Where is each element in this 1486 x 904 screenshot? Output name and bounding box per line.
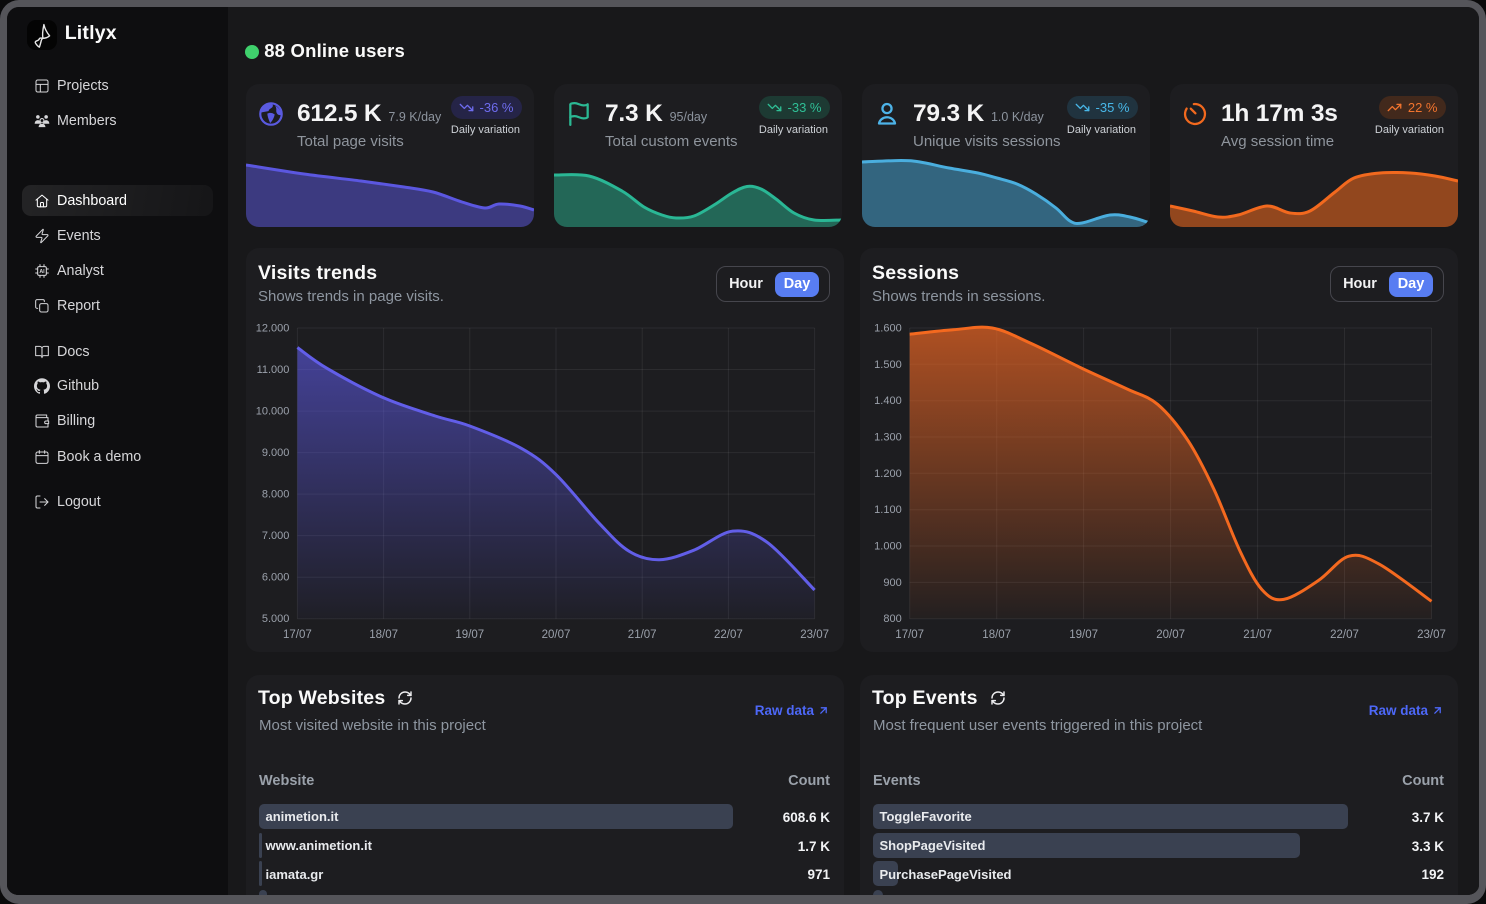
- svg-text:1.200: 1.200: [874, 468, 902, 480]
- svg-text:AI: AI: [39, 269, 45, 275]
- svg-text:21/07: 21/07: [628, 629, 657, 641]
- svg-text:7.000: 7.000: [262, 530, 290, 542]
- svg-text:6.000: 6.000: [262, 572, 290, 584]
- svg-text:19/07: 19/07: [1069, 629, 1098, 641]
- svg-text:18/07: 18/07: [369, 629, 398, 641]
- svg-text:11.000: 11.000: [257, 364, 290, 376]
- svg-text:20/07: 20/07: [542, 629, 571, 641]
- svg-text:900: 900: [883, 577, 901, 589]
- svg-text:12.000: 12.000: [256, 323, 290, 335]
- svg-text:1.000: 1.000: [874, 541, 902, 553]
- svg-text:5.000: 5.000: [262, 613, 290, 625]
- svg-text:1.300: 1.300: [874, 432, 902, 444]
- svg-text:1.500: 1.500: [874, 359, 902, 371]
- svg-text:18/07: 18/07: [982, 629, 1011, 641]
- svg-text:19/07: 19/07: [455, 629, 484, 641]
- svg-text:17/07: 17/07: [283, 629, 312, 641]
- svg-text:21/07: 21/07: [1243, 629, 1272, 641]
- svg-text:20/07: 20/07: [1156, 629, 1185, 641]
- svg-text:17/07: 17/07: [895, 629, 924, 641]
- svg-text:23/07: 23/07: [1417, 629, 1446, 641]
- svg-text:22/07: 22/07: [1330, 629, 1359, 641]
- svg-text:22/07: 22/07: [714, 629, 743, 641]
- svg-text:9.000: 9.000: [262, 447, 290, 459]
- svg-text:1.400: 1.400: [874, 395, 902, 407]
- svg-text:8.000: 8.000: [262, 489, 290, 501]
- svg-text:10.000: 10.000: [256, 406, 290, 418]
- svg-text:800: 800: [883, 613, 901, 625]
- svg-text:1.100: 1.100: [874, 504, 902, 516]
- svg-text:23/07: 23/07: [800, 629, 829, 641]
- svg-text:1.600: 1.600: [874, 323, 902, 335]
